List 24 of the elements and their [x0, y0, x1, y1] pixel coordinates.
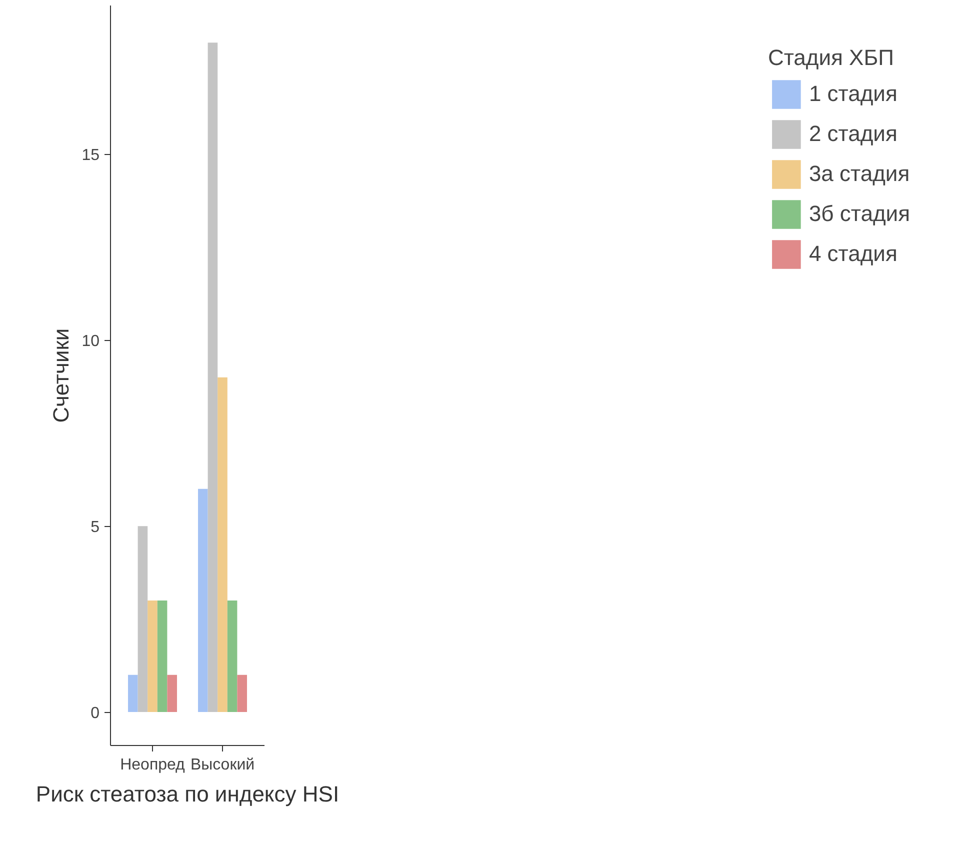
y-axis-title: Счетчики [48, 328, 74, 423]
x-tick-label: Неопред [120, 756, 186, 774]
y-tick-label: 5 [90, 519, 100, 536]
bar [227, 600, 238, 712]
x-axis-title: Риск стеатоза по индексу HSI [36, 782, 340, 806]
y-tick-label: 15 [82, 147, 100, 164]
legend-label: 4 стадия [808, 241, 898, 267]
x-tick-label: Высокий [190, 756, 255, 774]
bar [218, 377, 228, 712]
bar [198, 488, 208, 712]
legend-label: 3б стадия [808, 201, 910, 227]
bar [148, 600, 158, 712]
y-tick-label: 0 [90, 705, 100, 722]
bar [138, 526, 148, 712]
bar [237, 674, 247, 712]
y-tick-label: 10 [82, 333, 100, 350]
legend-label: 3а стадия [808, 161, 910, 187]
bar [128, 674, 138, 712]
bar [167, 674, 177, 712]
bar [208, 42, 218, 712]
legend-label: 1 стадия [808, 81, 898, 107]
legend-label: 2 стадия [808, 121, 898, 147]
legend-title: Стадия ХБП [768, 45, 895, 71]
bar [157, 600, 168, 712]
